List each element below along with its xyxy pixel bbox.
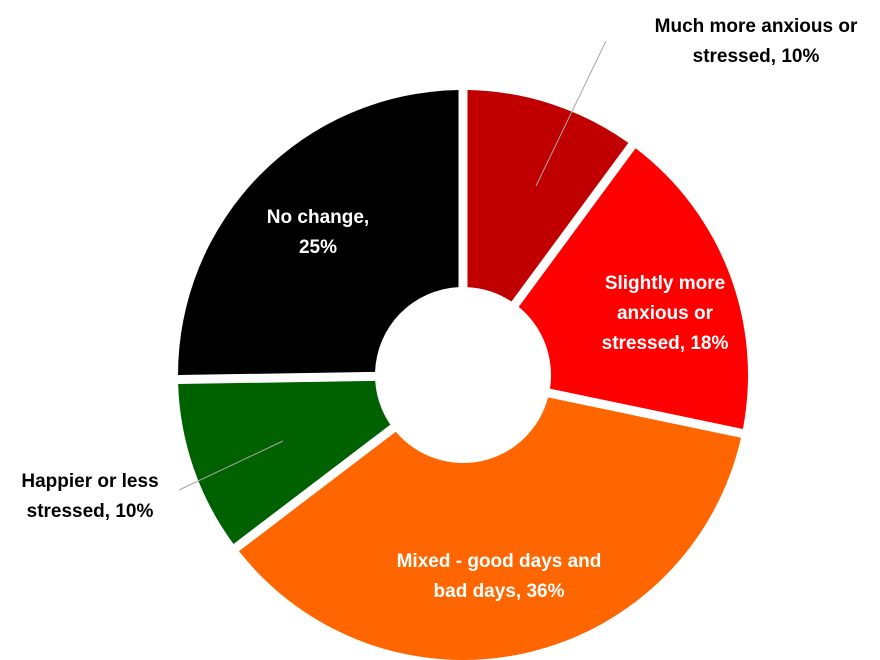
slice-label-line: Much more anxious or bbox=[655, 16, 858, 37]
slices-group bbox=[178, 90, 748, 660]
slice-label-line: stressed, 10% bbox=[27, 501, 154, 522]
leader-lines-group bbox=[178, 40, 607, 491]
slice-label-mixed-good-days-and-bad-days: Mixed - good days and bad days, 36% bbox=[397, 551, 602, 602]
slice-much-more-anxious-or-stressed bbox=[467, 90, 629, 302]
slice-slightly-more-anxious-or-stressed bbox=[518, 148, 748, 429]
slice-label-line: stressed, 10% bbox=[693, 46, 820, 67]
slice-label-much-more-anxious-or-stressed: Much more anxious or stressed, 10% bbox=[655, 16, 858, 67]
slice-mixed-good-days-and-bad-days bbox=[238, 397, 742, 660]
slice-no-change bbox=[178, 90, 459, 376]
slice-label-line: No change, bbox=[267, 207, 369, 228]
labels-group: Much more anxious or stressed, 10% Slightl… bbox=[21, 16, 858, 602]
slice-label-happier-or-less-stressed: Happier or less stressed, 10% bbox=[21, 471, 158, 522]
slice-label-line: Happier or less bbox=[21, 471, 158, 492]
leader-line-happier-or-less-stressed bbox=[178, 440, 284, 491]
slice-happier-or-less-stressed bbox=[178, 380, 391, 544]
slice-label-line: Mixed - good days and bbox=[397, 551, 602, 572]
slice-label-no-change: No change, 25% bbox=[267, 207, 369, 258]
slice-label-line: Slightly more bbox=[605, 273, 725, 294]
slice-label-line: bad days, 36% bbox=[434, 581, 565, 602]
slice-label-slightly-more-anxious-or-stressed: Slightly more anxious or stressed, 18% bbox=[602, 273, 729, 354]
slice-label-line: anxious or bbox=[617, 303, 714, 324]
slice-label-line: 25% bbox=[299, 237, 337, 258]
slice-label-line: stressed, 18% bbox=[602, 333, 729, 354]
leader-line-much-more-anxious-or-stressed bbox=[535, 40, 607, 187]
